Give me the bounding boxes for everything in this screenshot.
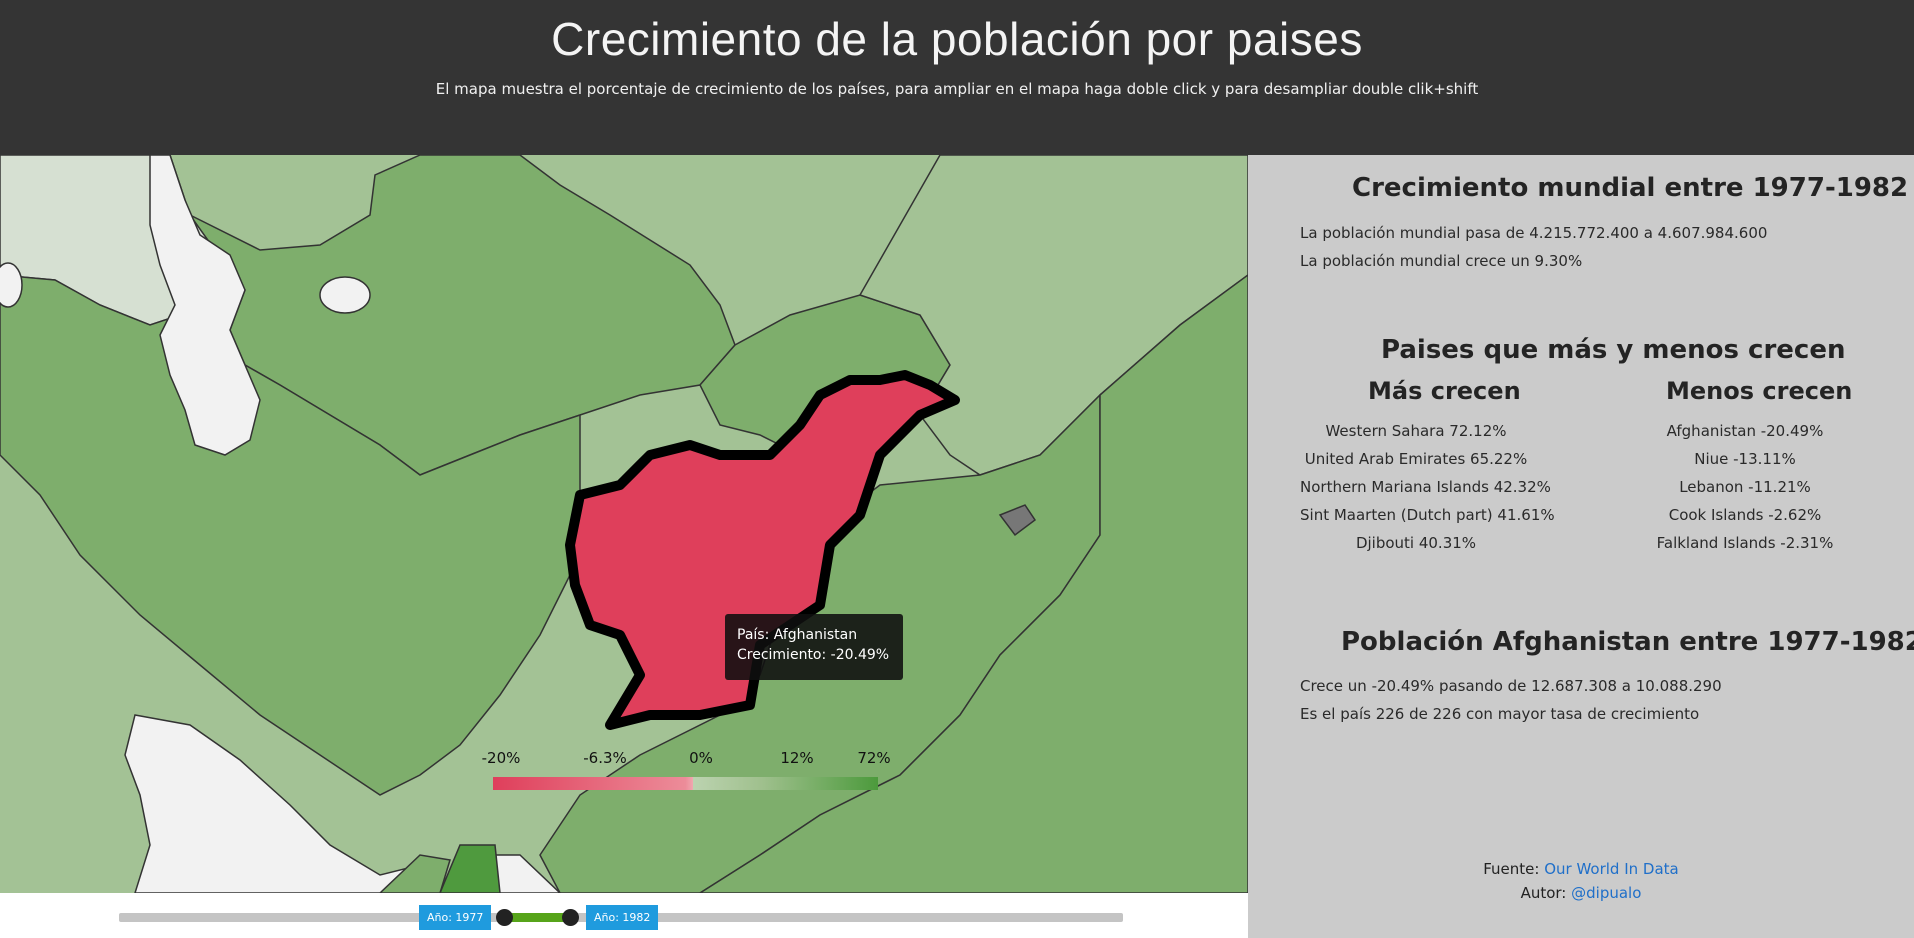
page-header: Crecimiento de la población por paises E… bbox=[0, 0, 1914, 155]
most-growth-title: Más crecen bbox=[1368, 377, 1521, 405]
slider-selected-range[interactable] bbox=[505, 913, 571, 922]
end-year-label: Año: 1982 bbox=[586, 905, 659, 930]
start-year-handle[interactable] bbox=[496, 909, 513, 926]
least-growth-list: Afghanistan -20.49% Niue -13.11% Lebanon… bbox=[1630, 417, 1860, 557]
tooltip-growth: Crecimiento: -20.49% bbox=[737, 647, 890, 663]
country-tooltip: País: Afghanistan Crecimiento: -20.49% bbox=[725, 614, 903, 680]
country-growth-detail: Crece un -20.49% pasando de 12.687.308 a… bbox=[1300, 677, 1722, 695]
year-range-slider[interactable]: Año: 1977 Año: 1982 bbox=[0, 893, 1248, 938]
country-population-title: Población Afghanistan entre 1977-1982 bbox=[1341, 627, 1914, 657]
map-canvas[interactable] bbox=[0, 155, 1248, 893]
source-link[interactable]: Our World In Data bbox=[1544, 860, 1679, 878]
choropleth-map[interactable]: País: Afghanistan Crecimiento: -20.49% -… bbox=[0, 155, 1248, 893]
region-india[interactable] bbox=[698, 274, 1248, 893]
caspian-sea bbox=[149, 155, 261, 456]
list-item: Western Sahara 72.12% bbox=[1325, 422, 1507, 440]
legend-label-high: 12% bbox=[780, 749, 814, 767]
least-growth-title: Menos crecen bbox=[1666, 377, 1853, 405]
legend-label-zero: 0% bbox=[689, 749, 713, 767]
source-prefix: Fuente: bbox=[1483, 860, 1545, 878]
list-item: Cook Islands -2.62% bbox=[1668, 506, 1822, 524]
list-item: Niue -13.11% bbox=[1694, 450, 1796, 468]
author-line: Autor: @dipualo bbox=[1248, 884, 1914, 902]
list-item: Northern Mariana Islands 42.32% bbox=[1300, 478, 1551, 496]
country-rank: Es el país 226 de 226 con mayor tasa de … bbox=[1300, 705, 1700, 723]
page-title: Crecimiento de la población por paises bbox=[551, 13, 1363, 65]
list-item: Lebanon -11.21% bbox=[1679, 478, 1811, 496]
source-line: Fuente: Our World In Data bbox=[1248, 860, 1914, 878]
legend-label-low: -6.3% bbox=[583, 749, 627, 767]
list-item: Sint Maarten (Dutch part) 41.61% bbox=[1300, 506, 1555, 524]
legend-gradient-bar bbox=[493, 777, 878, 790]
stats-panel: Crecimiento mundial entre 1977-1982 La p… bbox=[1248, 155, 1914, 938]
region-afghanistan-highlighted[interactable] bbox=[565, 370, 960, 730]
aral-sea bbox=[319, 276, 371, 314]
list-item: Djibouti 40.31% bbox=[1355, 534, 1477, 552]
list-item: Afghanistan -20.49% bbox=[1666, 422, 1824, 440]
author-link[interactable]: @dipualo bbox=[1571, 884, 1642, 902]
page-subtitle: El mapa muestra el porcentaje de crecimi… bbox=[435, 80, 1479, 98]
legend-label-min: -20% bbox=[481, 749, 521, 767]
world-growth-title: Crecimiento mundial entre 1977-1982 bbox=[1352, 173, 1909, 203]
world-population-range: La población mundial pasa de 4.215.772.4… bbox=[1300, 224, 1768, 242]
most-growth-list: Western Sahara 72.12% United Arab Emirat… bbox=[1300, 417, 1555, 557]
start-year-label: Año: 1977 bbox=[419, 905, 492, 930]
legend-label-max: 72% bbox=[857, 749, 891, 767]
list-item: United Arab Emirates 65.22% bbox=[1304, 450, 1528, 468]
ranking-title: Paises que más y menos crecen bbox=[1381, 335, 1846, 365]
tooltip-country: País: Afghanistan bbox=[737, 627, 858, 643]
region-oman[interactable] bbox=[378, 854, 451, 893]
world-growth-rate: La población mundial crece un 9.30% bbox=[1300, 252, 1583, 270]
region-uae[interactable] bbox=[439, 844, 501, 893]
author-prefix: Autor: bbox=[1520, 884, 1572, 902]
black-sea bbox=[0, 262, 23, 308]
list-item: Falkland Islands -2.31% bbox=[1656, 534, 1834, 552]
region-disputed[interactable] bbox=[998, 504, 1037, 537]
end-year-handle[interactable] bbox=[562, 909, 579, 926]
